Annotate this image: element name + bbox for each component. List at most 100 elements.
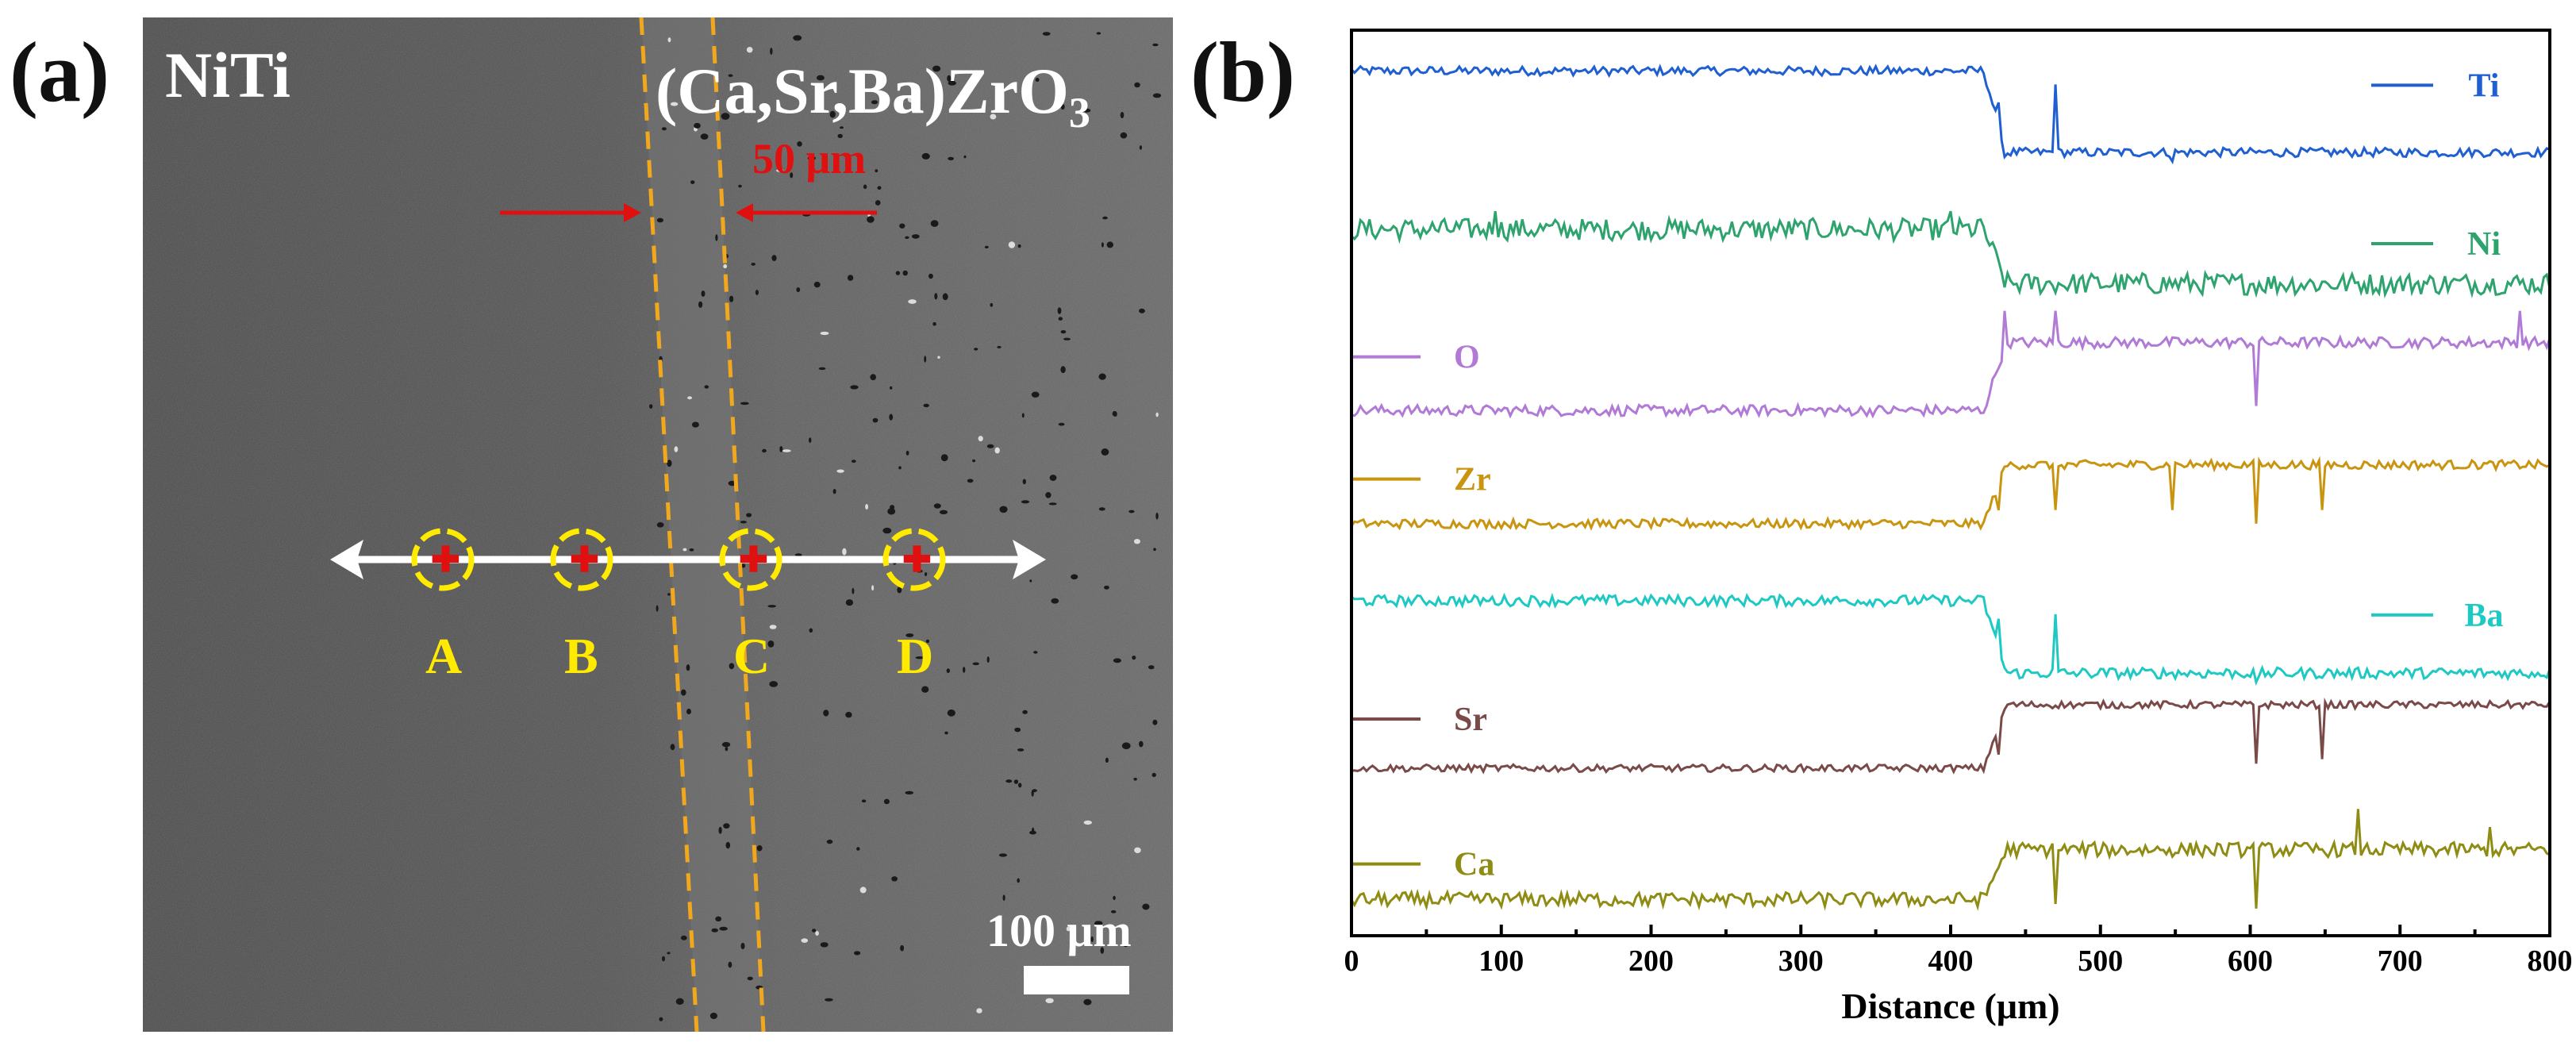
pore — [1063, 337, 1071, 340]
pore — [1153, 548, 1156, 551]
pore — [907, 96, 915, 103]
pore — [689, 72, 694, 77]
pore — [934, 293, 938, 300]
pore — [1033, 651, 1038, 654]
pore — [715, 916, 722, 922]
pore — [1022, 479, 1027, 485]
pore — [836, 469, 844, 473]
pore — [898, 466, 902, 470]
interface-width-label: 50 μm — [752, 135, 866, 183]
pore — [718, 826, 722, 834]
pore — [689, 548, 694, 552]
pore — [686, 708, 691, 715]
pore — [1045, 998, 1054, 1004]
pore — [1155, 412, 1159, 417]
pore — [815, 931, 819, 936]
pore — [1066, 926, 1071, 932]
point-a: ✚ — [411, 528, 475, 591]
pore — [723, 823, 730, 829]
pore — [942, 293, 948, 301]
pore — [809, 628, 813, 633]
pore — [820, 942, 829, 948]
pore — [976, 1008, 982, 1013]
pore — [769, 625, 777, 629]
pores-layer — [649, 32, 1162, 1021]
svg-text:✚: ✚ — [431, 540, 460, 579]
pore — [1128, 510, 1135, 513]
pore — [667, 593, 671, 596]
pore — [994, 447, 1000, 454]
pore — [801, 938, 809, 943]
pore — [902, 270, 908, 276]
pore — [924, 356, 927, 363]
pore — [771, 255, 777, 261]
pore — [963, 155, 967, 159]
pore — [847, 275, 854, 281]
pore — [984, 245, 989, 248]
pore — [871, 585, 875, 591]
pore — [741, 563, 746, 568]
pore — [1002, 894, 1005, 901]
pore — [1083, 820, 1093, 825]
pore — [1133, 777, 1137, 781]
line-scan-arrow-left-head — [330, 540, 363, 579]
pore — [746, 513, 752, 517]
pore — [1112, 410, 1117, 417]
pore — [796, 287, 801, 292]
pore — [1094, 921, 1103, 926]
pore — [782, 449, 791, 452]
pore — [719, 926, 728, 931]
pore — [1102, 216, 1108, 220]
line-scan-arrow-right-head — [1013, 540, 1046, 579]
series-sr-line — [1351, 697, 2551, 775]
pore — [863, 184, 867, 190]
pore — [1155, 512, 1159, 520]
pore — [649, 404, 653, 409]
pore — [1152, 719, 1158, 725]
pore — [694, 122, 701, 129]
pore — [905, 450, 909, 456]
pore — [978, 436, 983, 442]
legend-label-ni: Ni — [2467, 226, 2501, 263]
pore — [1057, 307, 1062, 314]
pore — [729, 295, 734, 302]
pore — [990, 113, 997, 120]
pore — [1132, 656, 1136, 660]
legend-label-sr: Sr — [1454, 702, 1487, 738]
pore — [1148, 665, 1155, 670]
series-ni-line — [1350, 210, 2551, 298]
pore — [740, 402, 749, 406]
pore — [767, 640, 775, 648]
width-arrow-left-head — [624, 203, 641, 222]
pore — [1060, 104, 1065, 110]
pore — [709, 1013, 718, 1019]
pore — [829, 110, 836, 118]
pore — [1071, 574, 1078, 580]
x-tick-label-0: 0 — [1344, 944, 1359, 978]
pore — [700, 133, 709, 140]
pore — [890, 386, 893, 390]
pore — [670, 102, 679, 106]
pore — [762, 448, 767, 453]
pore — [1101, 242, 1104, 248]
pore — [1051, 598, 1059, 604]
pore — [1106, 241, 1114, 248]
pore — [947, 709, 955, 717]
scale-bar — [1024, 966, 1129, 994]
pore — [905, 633, 914, 637]
pore — [794, 553, 802, 557]
pore — [845, 599, 853, 606]
x-tick-label-300: 300 — [1778, 944, 1824, 978]
pore — [1018, 783, 1022, 788]
scale-bar-label: 100 μm — [986, 905, 1132, 956]
ceramic-formula: (Ca,Sr,Ba)ZrO — [656, 55, 1069, 127]
ceramic-label: (Ca,Sr,Ba)ZrO3 — [656, 55, 1090, 137]
legend-label-zr: Zr — [1454, 462, 1491, 498]
legend-label-ti: Ti — [2469, 67, 2500, 104]
pore — [1139, 740, 1144, 748]
pore — [691, 421, 699, 428]
pore — [725, 747, 729, 752]
pore — [930, 220, 939, 227]
pore — [1152, 772, 1156, 778]
pore — [990, 302, 994, 307]
